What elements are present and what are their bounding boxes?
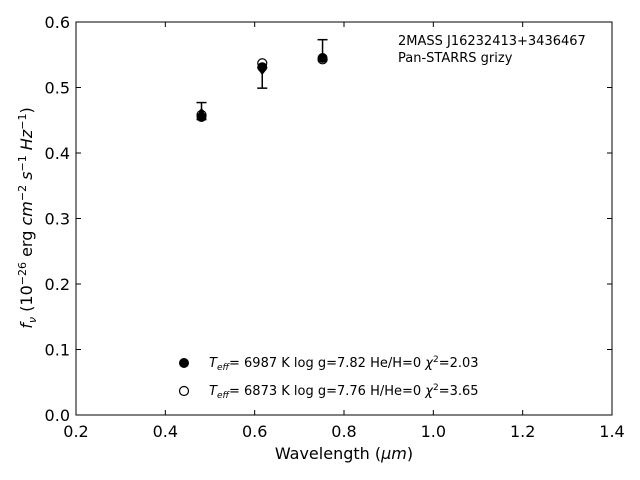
x-axis-label: Wavelength (μm) — [275, 444, 413, 463]
observed-point — [259, 67, 266, 76]
x-tick-label: 0.6 — [242, 422, 267, 441]
x-tick-label: 1.0 — [421, 422, 446, 441]
legend-marker-open — [178, 385, 190, 397]
x-tick-label: 0.8 — [331, 422, 356, 441]
observed-point — [319, 52, 326, 61]
legend-entry-1: Teff= 6987 K log g=7.82 He/H=0 χ2=2.03 — [209, 355, 479, 373]
y-tick-label: 0.2 — [45, 275, 70, 294]
legend-entry-2: Teff= 6873 K log g=7.76 H/He=0 χ2=3.65 — [209, 383, 479, 401]
y-tick-label: 0.0 — [45, 406, 70, 425]
x-tick-label: 0.2 — [63, 422, 88, 441]
x-tick-label: 1.4 — [599, 422, 624, 441]
y-tick-label: 0.6 — [45, 13, 70, 32]
annotation-object-name: 2MASS J16232413+3436467 — [398, 34, 586, 49]
y-tick-label: 0.3 — [45, 210, 70, 229]
y-tick-label: 0.4 — [45, 144, 70, 163]
x-tick-label: 1.2 — [510, 422, 535, 441]
legend: Teff= 6987 K log g=7.82 He/H=0 χ2=2.03 T… — [178, 355, 479, 401]
x-tick-label: 0.4 — [153, 422, 178, 441]
annotation-survey-name: Pan-STARRS grizy — [398, 51, 513, 66]
legend-marker-filled — [179, 358, 189, 368]
y-tick-label: 0.5 — [45, 79, 70, 98]
y-tick-label: 0.1 — [45, 341, 70, 360]
observed-point — [198, 107, 205, 116]
y-axis-label: fν (10−26 erg cm−2 s−1 Hz−1) — [16, 107, 39, 328]
